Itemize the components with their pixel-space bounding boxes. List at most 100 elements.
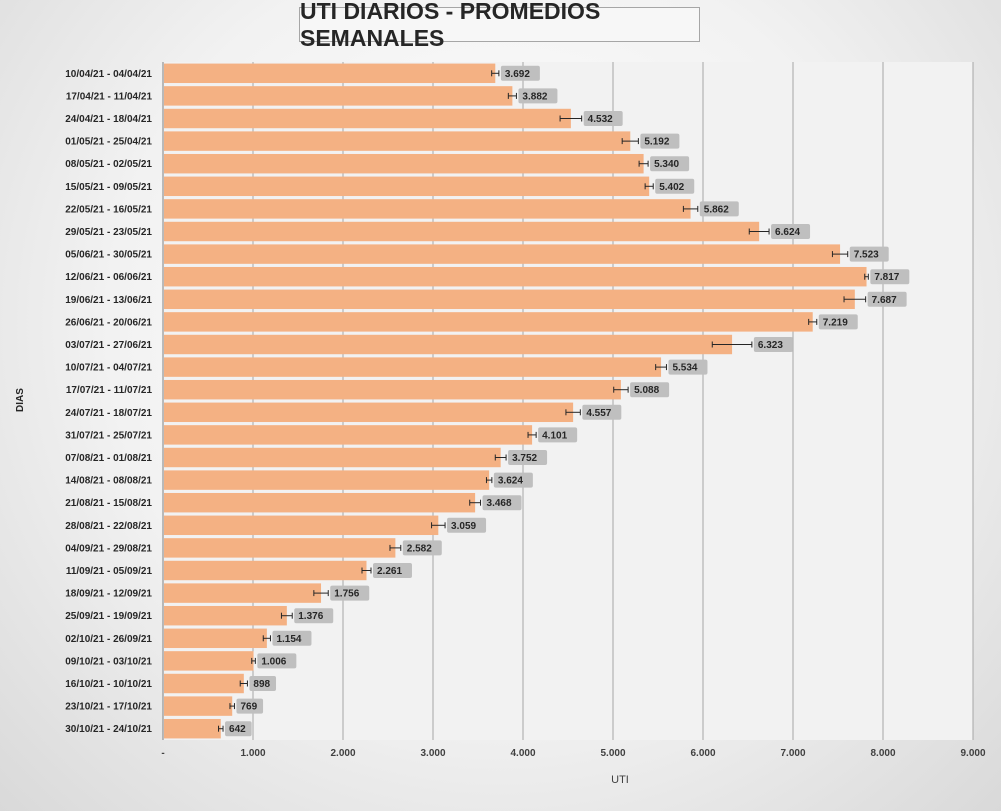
bar (164, 492, 476, 513)
data-label-bg (225, 721, 252, 737)
data-label-bg (493, 472, 533, 488)
data-label-bg (447, 517, 487, 533)
x-tick-label: 4.000 (510, 748, 535, 759)
category-label: 30/10/21 - 24/10/21 (65, 724, 152, 735)
bar (164, 63, 496, 84)
bar (164, 357, 662, 377)
data-label-bg (508, 450, 548, 465)
bar (164, 696, 233, 716)
data-label-bg (771, 224, 811, 239)
data-label: 5.340 (654, 159, 679, 170)
category-label: 29/05/21 - 23/05/21 (65, 227, 152, 238)
bar (164, 131, 631, 151)
data-label-bg (583, 111, 623, 126)
data-label-bg (582, 404, 622, 420)
data-label: 898 (253, 679, 270, 690)
bar (164, 651, 254, 671)
data-label: 4.532 (588, 114, 613, 125)
bar (164, 583, 322, 603)
x-axis-label: UTI (611, 774, 629, 786)
category-label: 21/08/21 - 15/08/21 (65, 498, 152, 509)
data-label-bg (402, 540, 442, 556)
data-label-bg (518, 88, 558, 104)
bar (164, 470, 490, 490)
data-label-bg (482, 495, 522, 511)
data-label: 3.692 (505, 69, 530, 80)
category-label: 23/10/21 - 17/10/21 (65, 702, 152, 713)
category-label: 12/06/21 - 06/06/21 (65, 272, 152, 283)
data-label: 3.059 (451, 521, 476, 532)
data-label-bg (272, 630, 312, 646)
data-label: 3.882 (522, 91, 547, 102)
data-label-bg (655, 178, 695, 194)
data-label: 1.006 (261, 656, 286, 667)
data-label: 7.817 (874, 272, 899, 283)
data-label: 3.468 (487, 498, 512, 509)
data-label: 1.756 (334, 589, 359, 600)
data-label-bg (249, 676, 277, 691)
data-label: 5.088 (634, 385, 659, 396)
data-label: 1.154 (276, 634, 301, 645)
data-label-bg (870, 269, 910, 285)
data-label: 5.534 (672, 363, 697, 374)
bar (164, 312, 813, 332)
data-label-bg (867, 291, 907, 307)
data-label: 7.523 (854, 250, 879, 261)
bar (164, 266, 867, 287)
bar (164, 153, 644, 174)
category-label: 26/06/21 - 20/06/21 (65, 317, 152, 328)
bar (164, 605, 287, 626)
category-label: 02/10/21 - 26/09/21 (65, 634, 152, 645)
bar (164, 176, 650, 197)
x-tick-label: 7.000 (780, 748, 805, 759)
data-label: 5.192 (644, 137, 669, 148)
category-label: 16/10/21 - 10/10/21 (65, 679, 152, 690)
data-label-bg (699, 201, 739, 217)
category-label: 22/05/21 - 16/05/21 (65, 204, 152, 215)
bar (164, 244, 841, 264)
bar (164, 425, 533, 445)
data-label: 6.323 (758, 340, 783, 351)
category-label: 14/08/21 - 08/08/21 (65, 476, 152, 487)
category-label: 24/07/21 - 18/07/21 (65, 408, 152, 419)
data-label-bg (650, 156, 690, 172)
category-label: 10/07/21 - 04/07/21 (65, 363, 152, 374)
bar (164, 289, 855, 310)
data-label: 642 (229, 724, 246, 735)
category-label: 09/10/21 - 03/10/21 (65, 656, 152, 667)
data-label: 769 (240, 702, 257, 713)
data-label-bg (668, 359, 708, 375)
data-label-bg (236, 698, 264, 714)
bar (164, 86, 513, 106)
category-label: 24/04/21 - 18/04/21 (65, 114, 152, 125)
data-label: 3.624 (498, 476, 523, 487)
plot-area (163, 62, 973, 740)
data-label: 7.219 (823, 317, 848, 328)
x-tick-label: 1.000 (240, 748, 265, 759)
bar (164, 379, 621, 400)
category-label: 31/07/21 - 25/07/21 (65, 430, 152, 441)
data-label: 2.261 (377, 566, 402, 577)
data-label-bg (818, 314, 858, 330)
bar (164, 538, 396, 558)
data-label: 5.862 (704, 204, 729, 215)
data-label: 4.101 (542, 430, 567, 441)
bar (164, 718, 221, 739)
x-tick-label: 8.000 (870, 748, 895, 759)
data-label-bg (849, 246, 889, 262)
data-label: 5.402 (659, 182, 684, 193)
bar (164, 515, 439, 536)
category-label: 07/08/21 - 01/08/21 (65, 453, 152, 464)
category-label: 03/07/21 - 27/06/21 (65, 340, 152, 351)
category-label: 10/04/21 - 04/04/21 (65, 69, 152, 80)
bar (164, 628, 267, 649)
category-label: 05/06/21 - 30/05/21 (65, 250, 152, 261)
category-label: 28/08/21 - 22/08/21 (65, 521, 152, 532)
data-label: 1.376 (298, 611, 323, 622)
x-tick-label: 2.000 (330, 748, 355, 759)
data-label: 7.687 (872, 295, 897, 306)
category-label: 11/09/21 - 05/09/21 (66, 566, 153, 577)
category-label: 18/09/21 - 12/09/21 (65, 589, 152, 600)
category-label: 01/05/21 - 25/04/21 (65, 137, 152, 148)
